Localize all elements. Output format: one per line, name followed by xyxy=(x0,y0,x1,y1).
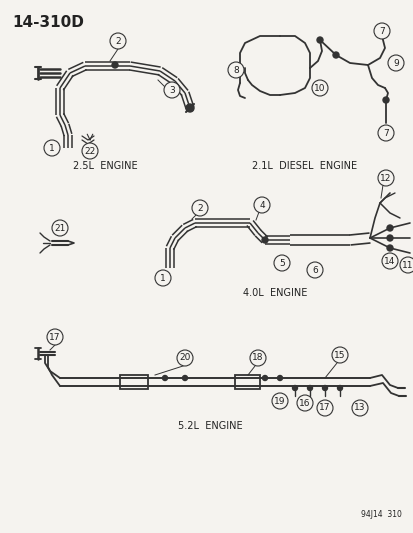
Text: 14-310D: 14-310D xyxy=(12,15,84,30)
Circle shape xyxy=(154,270,171,286)
Circle shape xyxy=(386,245,392,251)
Circle shape xyxy=(249,350,266,366)
Text: 8: 8 xyxy=(233,66,238,75)
Text: 17: 17 xyxy=(318,403,330,413)
Circle shape xyxy=(182,376,187,381)
Circle shape xyxy=(44,140,60,156)
Text: 94J14  310: 94J14 310 xyxy=(360,510,401,519)
Circle shape xyxy=(337,385,342,391)
Text: 12: 12 xyxy=(380,174,391,182)
Circle shape xyxy=(306,262,322,278)
Circle shape xyxy=(331,347,347,363)
Circle shape xyxy=(162,376,167,381)
Circle shape xyxy=(47,329,63,345)
Circle shape xyxy=(386,235,392,241)
Circle shape xyxy=(322,385,327,391)
Circle shape xyxy=(351,400,367,416)
Text: 7: 7 xyxy=(378,27,384,36)
Text: 14: 14 xyxy=(383,256,395,265)
Circle shape xyxy=(228,62,243,78)
Text: 5.2L  ENGINE: 5.2L ENGINE xyxy=(177,421,242,431)
Text: 5: 5 xyxy=(278,259,284,268)
Bar xyxy=(120,375,147,389)
Text: 11: 11 xyxy=(401,261,413,270)
Text: 2: 2 xyxy=(115,36,121,45)
Circle shape xyxy=(277,376,282,381)
Circle shape xyxy=(399,257,413,273)
Circle shape xyxy=(373,23,389,39)
Text: 13: 13 xyxy=(354,403,365,413)
Circle shape xyxy=(273,255,289,271)
Circle shape xyxy=(261,237,267,243)
Circle shape xyxy=(386,225,392,231)
Circle shape xyxy=(110,33,126,49)
Text: 9: 9 xyxy=(392,59,398,68)
Text: 2.5L  ENGINE: 2.5L ENGINE xyxy=(73,161,137,171)
Text: 20: 20 xyxy=(179,353,190,362)
Text: 4.0L  ENGINE: 4.0L ENGINE xyxy=(242,288,306,298)
Circle shape xyxy=(164,82,180,98)
Circle shape xyxy=(254,197,269,213)
Circle shape xyxy=(185,104,194,112)
Circle shape xyxy=(271,393,287,409)
Circle shape xyxy=(387,55,403,71)
Text: 16: 16 xyxy=(299,399,310,408)
Text: 15: 15 xyxy=(333,351,345,359)
Circle shape xyxy=(382,97,388,103)
Text: 18: 18 xyxy=(252,353,263,362)
Text: 2: 2 xyxy=(197,204,202,213)
Bar xyxy=(235,375,259,389)
Text: 2.1L  DIESEL  ENGINE: 2.1L DIESEL ENGINE xyxy=(252,161,357,171)
Text: 19: 19 xyxy=(273,397,285,406)
Text: 21: 21 xyxy=(54,223,66,232)
Text: 22: 22 xyxy=(84,147,95,156)
Text: 6: 6 xyxy=(311,265,317,274)
Circle shape xyxy=(52,220,68,236)
Circle shape xyxy=(316,37,322,43)
Circle shape xyxy=(311,80,327,96)
Circle shape xyxy=(177,350,192,366)
Text: 17: 17 xyxy=(49,333,61,342)
Text: 10: 10 xyxy=(313,84,325,93)
Circle shape xyxy=(377,125,393,141)
Circle shape xyxy=(381,253,397,269)
Circle shape xyxy=(316,400,332,416)
Circle shape xyxy=(112,62,118,68)
Circle shape xyxy=(262,376,267,381)
Circle shape xyxy=(292,385,297,391)
Circle shape xyxy=(377,170,393,186)
Circle shape xyxy=(82,143,98,159)
Text: 1: 1 xyxy=(49,143,55,152)
Circle shape xyxy=(192,200,207,216)
Circle shape xyxy=(307,385,312,391)
Text: 3: 3 xyxy=(169,85,174,94)
Circle shape xyxy=(332,52,338,58)
Text: 4: 4 xyxy=(259,200,264,209)
Text: 1: 1 xyxy=(160,273,166,282)
Text: 7: 7 xyxy=(382,128,388,138)
Circle shape xyxy=(296,395,312,411)
